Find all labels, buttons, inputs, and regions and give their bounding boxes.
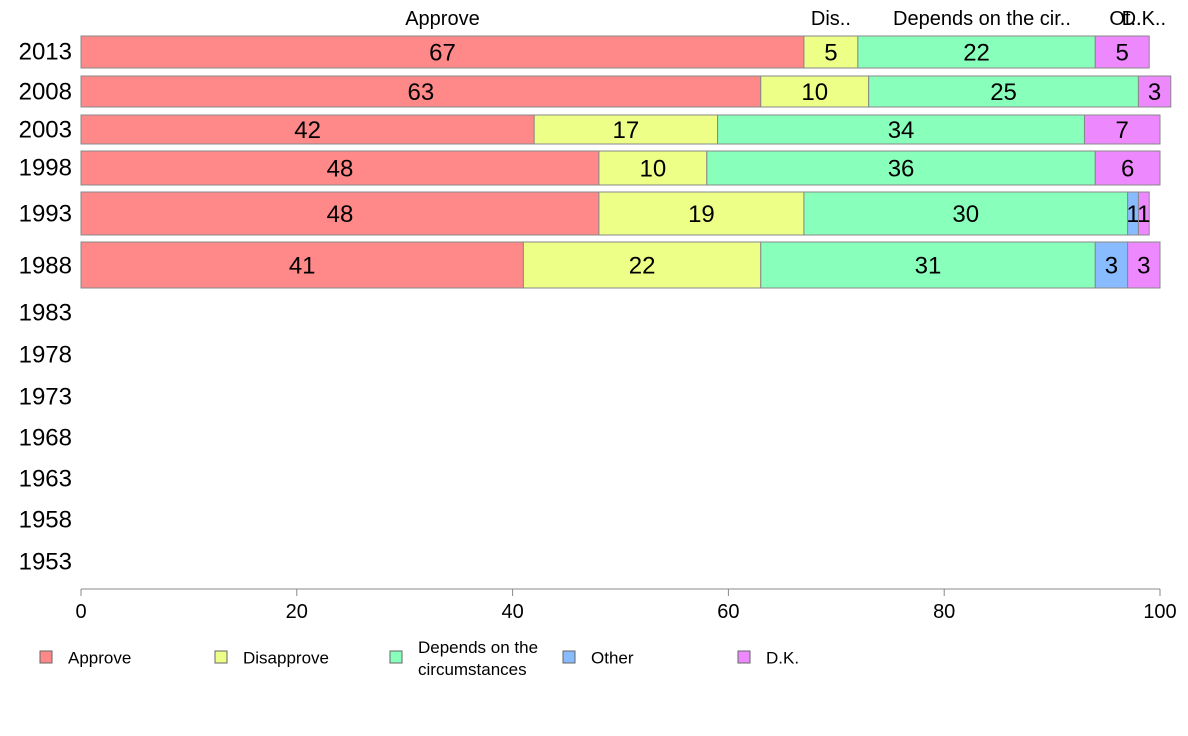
bar-label-1988-other: 3 xyxy=(1105,253,1118,280)
bar-label-2013-approve: 67 xyxy=(429,40,456,67)
legend-label-other: Other xyxy=(591,649,634,668)
x-tick-label-40: 40 xyxy=(501,601,523,623)
top-label-3: Ot.. xyxy=(1109,8,1141,30)
bar-label-2003-depends-on-the-circumstances: 34 xyxy=(888,117,915,144)
legend-swatch-disapprove xyxy=(214,650,228,664)
bar-label-2008-approve: 63 xyxy=(408,79,435,106)
bar-1988-d-k- xyxy=(1127,241,1161,289)
year-label-1998: 1998 xyxy=(19,155,72,182)
year-label-1978: 1978 xyxy=(19,342,72,369)
legend-swatch-d-k- xyxy=(737,650,751,664)
x-tick-label-60: 60 xyxy=(717,601,739,623)
year-label-1958: 1958 xyxy=(19,507,72,534)
year-label-1983: 1983 xyxy=(19,300,72,327)
bar-1993-d-k- xyxy=(1137,191,1150,236)
year-label-1973: 1973 xyxy=(19,384,72,411)
bar-2013-disapprove xyxy=(803,35,859,69)
bar-2008-depends-on-the-circumstances xyxy=(868,75,1139,108)
bar-label-2008-d-k-: 3 xyxy=(1148,79,1161,106)
legend-swatch-other xyxy=(562,650,576,664)
bar-label-2003-d-k-: 7 xyxy=(1116,117,1129,144)
bar-2013-depends-on-the-circumstances xyxy=(857,35,1096,69)
legend-label-depends-on-the-circumstances: Depends on the circumstances xyxy=(418,638,538,679)
top-label-0: Approve xyxy=(405,8,480,30)
bar-2013-approve xyxy=(80,35,805,69)
bar-2003-disapprove xyxy=(533,114,719,145)
bar-label-2013-depends-on-the-circumstances: 22 xyxy=(963,40,990,67)
bar-2003-d-k- xyxy=(1083,114,1161,145)
bar-1993-depends-on-the-circumstances xyxy=(803,191,1129,236)
x-tick-label-0: 0 xyxy=(75,601,86,623)
bar-1993-approve xyxy=(80,191,600,236)
bar-label-1998-disapprove: 10 xyxy=(640,156,667,183)
bar-1988-other xyxy=(1094,241,1129,289)
top-label-2: Depends on the cir.. xyxy=(893,8,1071,30)
bar-label-1998-depends-on-the-circumstances: 36 xyxy=(888,156,915,183)
year-label-1993: 1993 xyxy=(19,201,72,228)
legend-label-disapprove: Disapprove xyxy=(243,649,329,668)
bar-2008-approve xyxy=(80,75,762,108)
bar-label-1988-disapprove: 22 xyxy=(629,253,656,280)
bar-label-2013-disapprove: 5 xyxy=(824,40,837,67)
x-tick-label-20: 20 xyxy=(286,601,308,623)
bar-label-1993-depends-on-the-circumstances: 30 xyxy=(952,201,979,228)
top-label-1: Dis.. xyxy=(811,8,851,30)
bar-1993-disapprove xyxy=(598,191,805,236)
top-label-4: D.K.. xyxy=(1122,8,1166,30)
bar-label-1993-approve: 48 xyxy=(327,201,354,228)
bar-label-1993-disapprove: 19 xyxy=(688,201,715,228)
year-label-1968: 1968 xyxy=(19,425,72,452)
legend-label-d-k-: D.K. xyxy=(766,649,799,668)
bar-1998-approve xyxy=(80,150,600,186)
bar-1988-disapprove xyxy=(522,241,762,289)
bar-label-1998-d-k-: 6 xyxy=(1121,156,1134,183)
legend-label-approve: Approve xyxy=(68,649,131,668)
bar-label-2008-disapprove: 10 xyxy=(801,79,828,106)
bar-label-1998-approve: 48 xyxy=(327,156,354,183)
bar-label-2008-depends-on-the-circumstances: 25 xyxy=(990,79,1017,106)
bar-label-1993-other: 1 xyxy=(1126,201,1139,228)
bar-label-2003-approve: 42 xyxy=(294,117,321,144)
bar-label-1988-approve: 41 xyxy=(289,253,316,280)
bar-label-2013-d-k-: 5 xyxy=(1116,40,1129,67)
bar-label-1993-d-k-: 1 xyxy=(1137,201,1150,228)
legend-swatch-approve xyxy=(39,650,53,664)
bar-2013-d-k- xyxy=(1094,35,1150,69)
bar-1988-approve xyxy=(80,241,524,289)
year-label-2003: 2003 xyxy=(19,117,72,144)
x-tick-label-100: 100 xyxy=(1143,601,1176,623)
bar-label-1988-depends-on-the-circumstances: 31 xyxy=(915,253,942,280)
bar-1998-disapprove xyxy=(598,150,708,186)
year-label-2013: 2013 xyxy=(19,39,72,66)
year-label-1988: 1988 xyxy=(19,253,72,280)
bar-1998-d-k- xyxy=(1094,150,1161,186)
year-label-1953: 1953 xyxy=(19,549,72,576)
bar-1988-depends-on-the-circumstances xyxy=(760,241,1096,289)
x-tick-label-80: 80 xyxy=(933,601,955,623)
bar-label-2003-disapprove: 17 xyxy=(613,117,640,144)
bar-2003-approve xyxy=(80,114,535,145)
bar-2008-d-k- xyxy=(1137,75,1172,108)
year-label-1963: 1963 xyxy=(19,466,72,493)
bar-2008-disapprove xyxy=(760,75,870,108)
legend-swatch-depends-on-the-circumstances xyxy=(389,650,403,664)
year-label-2008: 2008 xyxy=(19,79,72,106)
bar-label-1988-d-k-: 3 xyxy=(1137,253,1150,280)
